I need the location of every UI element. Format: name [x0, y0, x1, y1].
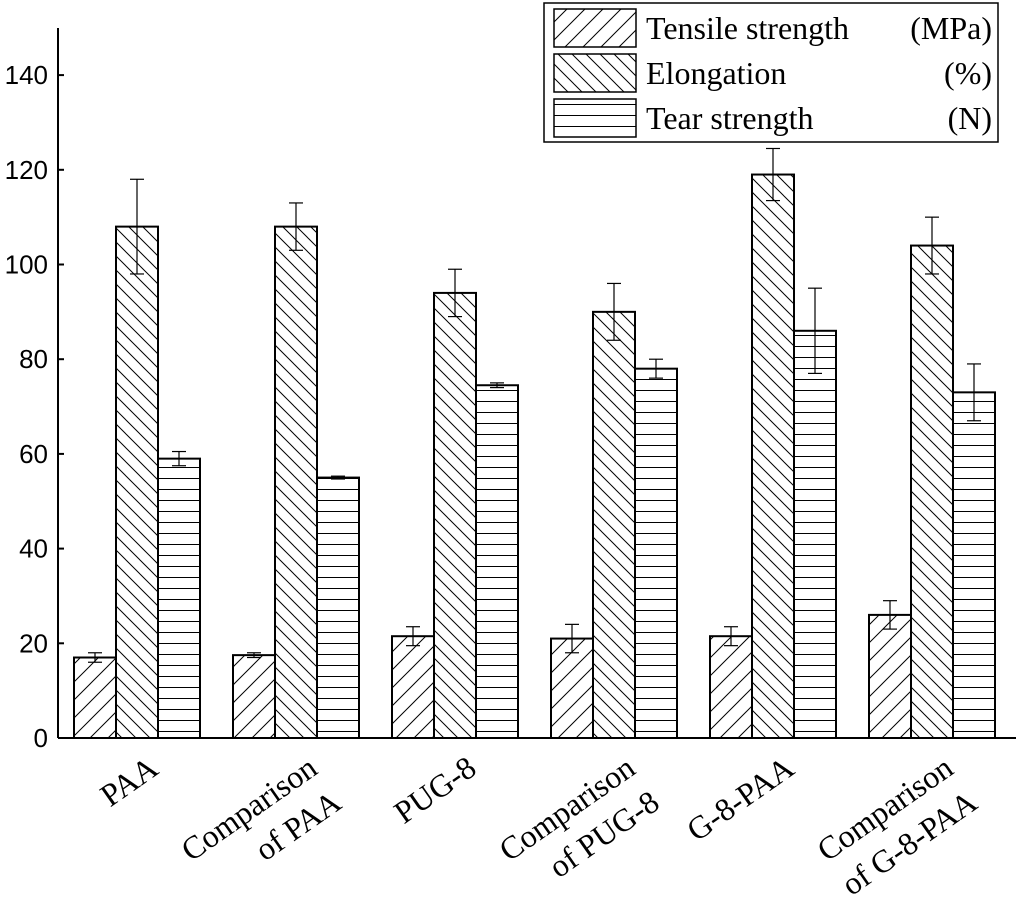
- error-bar: [331, 475, 345, 480]
- legend-unit: (N): [948, 100, 992, 136]
- x-tick-label: G-8-PAA: [680, 749, 800, 848]
- error-bar: [565, 623, 579, 654]
- bar: [274, 225, 318, 739]
- error-bar: [883, 600, 897, 630]
- x-tick-label: Comparisonof PAA: [174, 749, 347, 901]
- bar: [550, 637, 594, 739]
- error-bar: [649, 358, 663, 379]
- bar-group: [73, 178, 201, 740]
- legend-item: Tensile strength (MPa): [553, 8, 992, 48]
- bar: [634, 367, 678, 739]
- bar: [952, 391, 996, 739]
- bar-group: [391, 268, 519, 740]
- legend-label: Tensile strength: [646, 10, 849, 46]
- bar-group: [550, 282, 678, 739]
- bar-group: [709, 147, 837, 740]
- legend-swatch: [553, 8, 637, 48]
- bar: [910, 244, 954, 739]
- y-tick-label: 140: [5, 60, 48, 90]
- category-labels: PAA Comparisonof PAA PUG-8 Comparisonof PUG…: [94, 749, 984, 901]
- y-tick-label: 20: [19, 628, 48, 658]
- error-bar: [247, 652, 261, 659]
- bar: [751, 173, 795, 740]
- bar: [316, 476, 360, 739]
- x-tick-label: PAA: [94, 749, 165, 814]
- bar-group: [232, 202, 360, 740]
- bar: [73, 656, 117, 740]
- error-bar: [724, 626, 738, 647]
- error-bar: [766, 147, 780, 202]
- error-bar: [607, 282, 621, 341]
- error-bar: [967, 363, 981, 422]
- bar: [868, 613, 912, 740]
- bars: [73, 147, 996, 740]
- bar: [475, 384, 519, 739]
- y-tick-label: 100: [5, 250, 48, 280]
- y-tick-label: 120: [5, 155, 48, 185]
- legend-label: Tear strength: [646, 100, 813, 136]
- bar: [592, 310, 636, 739]
- error-bar: [172, 450, 186, 467]
- legend: Tensile strength (MPa) Elongation (%) Tear s…: [543, 2, 999, 143]
- x-tick-label: Comparisonof G-8-PAA: [810, 749, 983, 901]
- legend-swatch: [553, 53, 637, 93]
- y-tick-label: 80: [19, 344, 48, 374]
- bar: [157, 457, 201, 739]
- legend-unit: (MPa): [910, 10, 992, 46]
- error-bar: [808, 287, 822, 375]
- error-bar: [130, 178, 144, 275]
- x-tick-label: PUG-8: [387, 749, 482, 830]
- legend-swatch: [553, 98, 637, 138]
- bar: [433, 291, 477, 739]
- y-tick-label: 0: [34, 723, 48, 753]
- bar: [709, 635, 753, 740]
- legend-item: Tear strength (N): [553, 98, 992, 138]
- legend-item: Elongation (%): [553, 53, 992, 93]
- axes: 0 20 40 60 80 100 120 140: [5, 28, 1016, 753]
- legend-label: Elongation: [646, 55, 786, 91]
- bar: [793, 329, 837, 739]
- error-bar: [490, 382, 504, 389]
- error-bar: [88, 652, 102, 663]
- error-bar: [289, 202, 303, 251]
- error-bar: [448, 268, 462, 318]
- x-tick-label: Comparisonof PUG-8: [492, 749, 665, 901]
- error-bar: [925, 216, 939, 275]
- bar: [115, 225, 159, 739]
- error-bar: [406, 626, 420, 647]
- bar-group: [868, 216, 996, 740]
- bar: [391, 635, 435, 740]
- y-tick-label: 40: [19, 534, 48, 564]
- bar: [232, 654, 276, 740]
- y-tick-label: 60: [19, 439, 48, 469]
- legend-unit: (%): [944, 55, 992, 91]
